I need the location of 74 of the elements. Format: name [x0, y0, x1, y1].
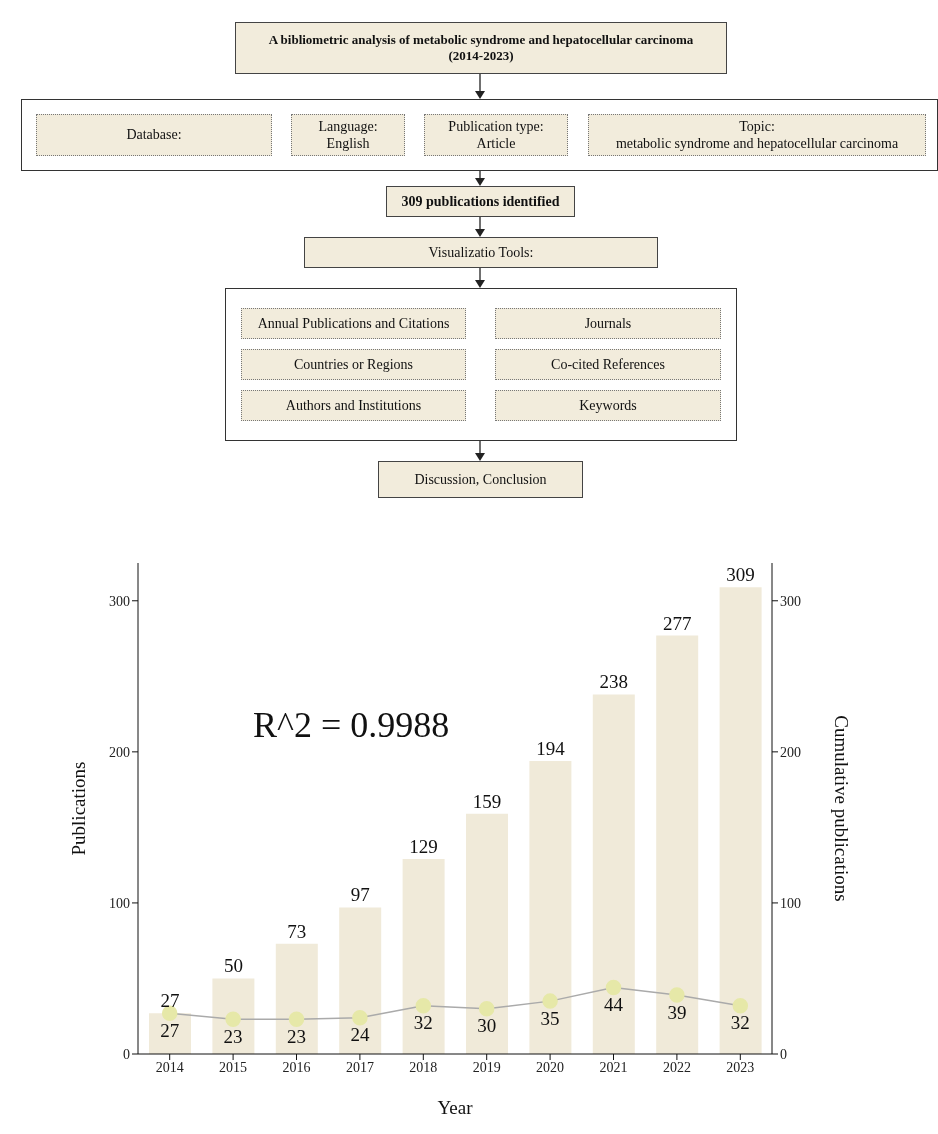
text: Visualizatio Tools: [304, 237, 658, 268]
text: Database: [36, 114, 272, 156]
bar [592, 694, 635, 1054]
point [415, 997, 432, 1014]
data-label: 24 [350, 1024, 370, 1046]
data-label: 50 [223, 955, 243, 977]
data-label: 194 [536, 737, 566, 759]
data-label: 73 [287, 920, 307, 942]
text: Discussion, Conclusion [378, 461, 583, 498]
bar [275, 943, 318, 1054]
bar [529, 760, 572, 1054]
bar [719, 587, 762, 1054]
point [352, 1009, 368, 1026]
annotation: R^2 = 0.9988 [253, 704, 450, 746]
y-tick-label: 200 [109, 744, 130, 760]
bar [339, 907, 382, 1054]
data-label: 27 [160, 990, 180, 1012]
x-tick-label: 2023 [726, 1059, 755, 1075]
text: Language: English [291, 114, 405, 156]
y2-tick-label: 100 [780, 895, 801, 911]
point [288, 1011, 305, 1027]
data-label: 159 [472, 790, 502, 812]
x-tick-label: 2017 [345, 1059, 374, 1075]
data-label: 129 [409, 836, 438, 858]
data-label: 32 [730, 1012, 750, 1034]
data-label: 35 [540, 1007, 560, 1029]
data-label: 39 [667, 1001, 687, 1023]
data-label: 23 [287, 1025, 306, 1047]
text: Countries or Regions [241, 349, 466, 380]
text: Keywords [495, 390, 721, 421]
x-tick-label: 2022 [662, 1059, 691, 1075]
text: Topic: metabolic syndrome and hepatocellular carcinoma [588, 114, 926, 156]
bar [402, 859, 445, 1054]
data-label: 27 [160, 1019, 180, 1041]
x-tick-label: 2021 [599, 1059, 628, 1075]
x-axis-title: Year [437, 1097, 474, 1118]
data-label: 277 [662, 612, 692, 634]
data-label: 97 [350, 884, 370, 906]
point [732, 997, 749, 1014]
text: Publication type: Article [424, 114, 568, 156]
y-tick-label: 100 [109, 895, 130, 911]
x-tick-label: 2020 [536, 1059, 565, 1075]
x-tick-label: 2019 [472, 1059, 501, 1075]
data-label: 30 [477, 1015, 497, 1037]
text: Journals [495, 308, 721, 339]
x-tick-label: 2016 [282, 1059, 311, 1075]
x-tick-label: 2015 [219, 1059, 248, 1075]
y-tick-label: 0 [123, 1046, 130, 1062]
y-axis-title: Publications [67, 761, 89, 856]
point [225, 1011, 241, 1027]
point [542, 993, 558, 1009]
data-label: 23 [223, 1025, 243, 1047]
data-label: 309 [726, 564, 755, 586]
text: Co-cited References [495, 349, 721, 380]
y2-tick-label: 200 [780, 744, 801, 760]
y2-axis-title: Cumulative publications [831, 715, 853, 902]
bar [656, 635, 699, 1054]
point [669, 987, 685, 1003]
text: A bibliometric analysis of metabolic syndrome and hepatocellular carcinoma (2014-2023) [267, 31, 695, 65]
point [478, 1000, 495, 1017]
y-tick-label: 300 [109, 593, 130, 609]
point [605, 979, 622, 996]
text: Annual Publications and Citations [241, 308, 466, 339]
text: Authors and Institutions [241, 390, 466, 421]
text: 309 publications identified [386, 186, 575, 217]
bar [466, 813, 508, 1054]
data-label: 44 [604, 994, 624, 1016]
bar [212, 978, 255, 1054]
y2-tick-label: 300 [780, 593, 801, 609]
x-tick-label: 2018 [409, 1059, 438, 1075]
data-label: 238 [599, 671, 629, 693]
data-label: 32 [413, 1012, 433, 1034]
x-tick-label: 2014 [155, 1059, 184, 1075]
y2-tick-label: 0 [780, 1046, 787, 1062]
